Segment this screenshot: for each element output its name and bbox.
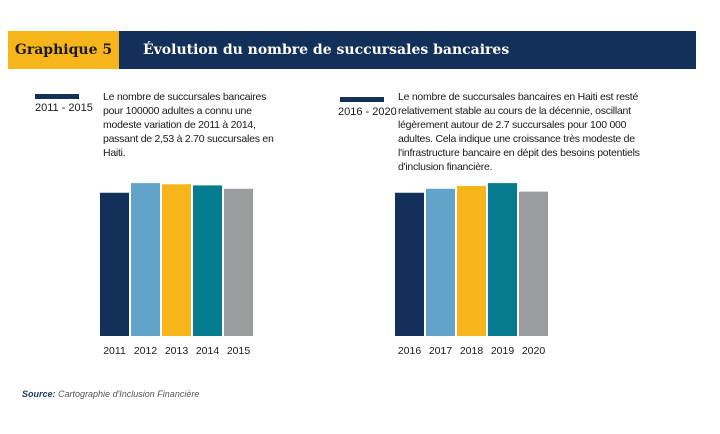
- bar-2012: [131, 183, 160, 336]
- bar-2014: [193, 185, 222, 336]
- panel-2016-2020: 2016 - 2020 Le nombre de succursales ban…: [335, 90, 675, 365]
- legend-swatch: [340, 97, 384, 102]
- bar-2020: [519, 191, 548, 336]
- x-tick-label: 2015: [227, 345, 251, 357]
- bar-2013: [162, 184, 191, 336]
- x-tick-label: 2013: [165, 345, 189, 357]
- source-label: Source:: [22, 389, 56, 399]
- figure-title: Évolution du nombre de succursales banca…: [119, 31, 696, 69]
- panel-2011-2015: 2011 - 2015 Le nombre de succursales ban…: [30, 90, 370, 365]
- x-tick-label: 2016: [398, 345, 422, 357]
- x-tick-label: 2017: [429, 345, 453, 357]
- x-tick-label: 2014: [196, 345, 220, 357]
- chart-header: Graphique 5 Évolution du nombre de succu…: [8, 31, 696, 69]
- bar-2018: [457, 185, 486, 336]
- bar-2016: [395, 192, 424, 336]
- source-text: Cartographie d'Inclusion Financière: [58, 389, 200, 399]
- x-tick-label: 2011: [103, 345, 126, 357]
- panel-description: Le nombre de succursales bancaires pour …: [103, 91, 274, 159]
- x-tick-label: 2012: [134, 345, 158, 357]
- bar-2017: [426, 188, 455, 336]
- legend-swatch: [35, 94, 79, 99]
- bar-chart-2016-2020: 2016 2017 2018 2019 2020: [395, 183, 548, 357]
- source-note: Source: Cartographie d'Inclusion Financi…: [22, 389, 199, 399]
- x-tick-label: 2018: [460, 345, 484, 357]
- panel-description: Le nombre de succursales bancaires en Ha…: [398, 91, 640, 173]
- bar-2015: [224, 188, 253, 336]
- figure-number-badge: Graphique 5: [8, 31, 119, 69]
- x-tick-label: 2020: [522, 345, 546, 357]
- bar-2019: [488, 183, 517, 336]
- legend-label: 2011 - 2015: [35, 102, 93, 114]
- x-tick-label: 2019: [491, 345, 515, 357]
- bar-2011: [100, 192, 129, 336]
- legend-label: 2016 - 2020: [338, 106, 397, 118]
- bar-chart-2011-2015: 2011 2012 2013 2014 2015: [100, 183, 253, 357]
